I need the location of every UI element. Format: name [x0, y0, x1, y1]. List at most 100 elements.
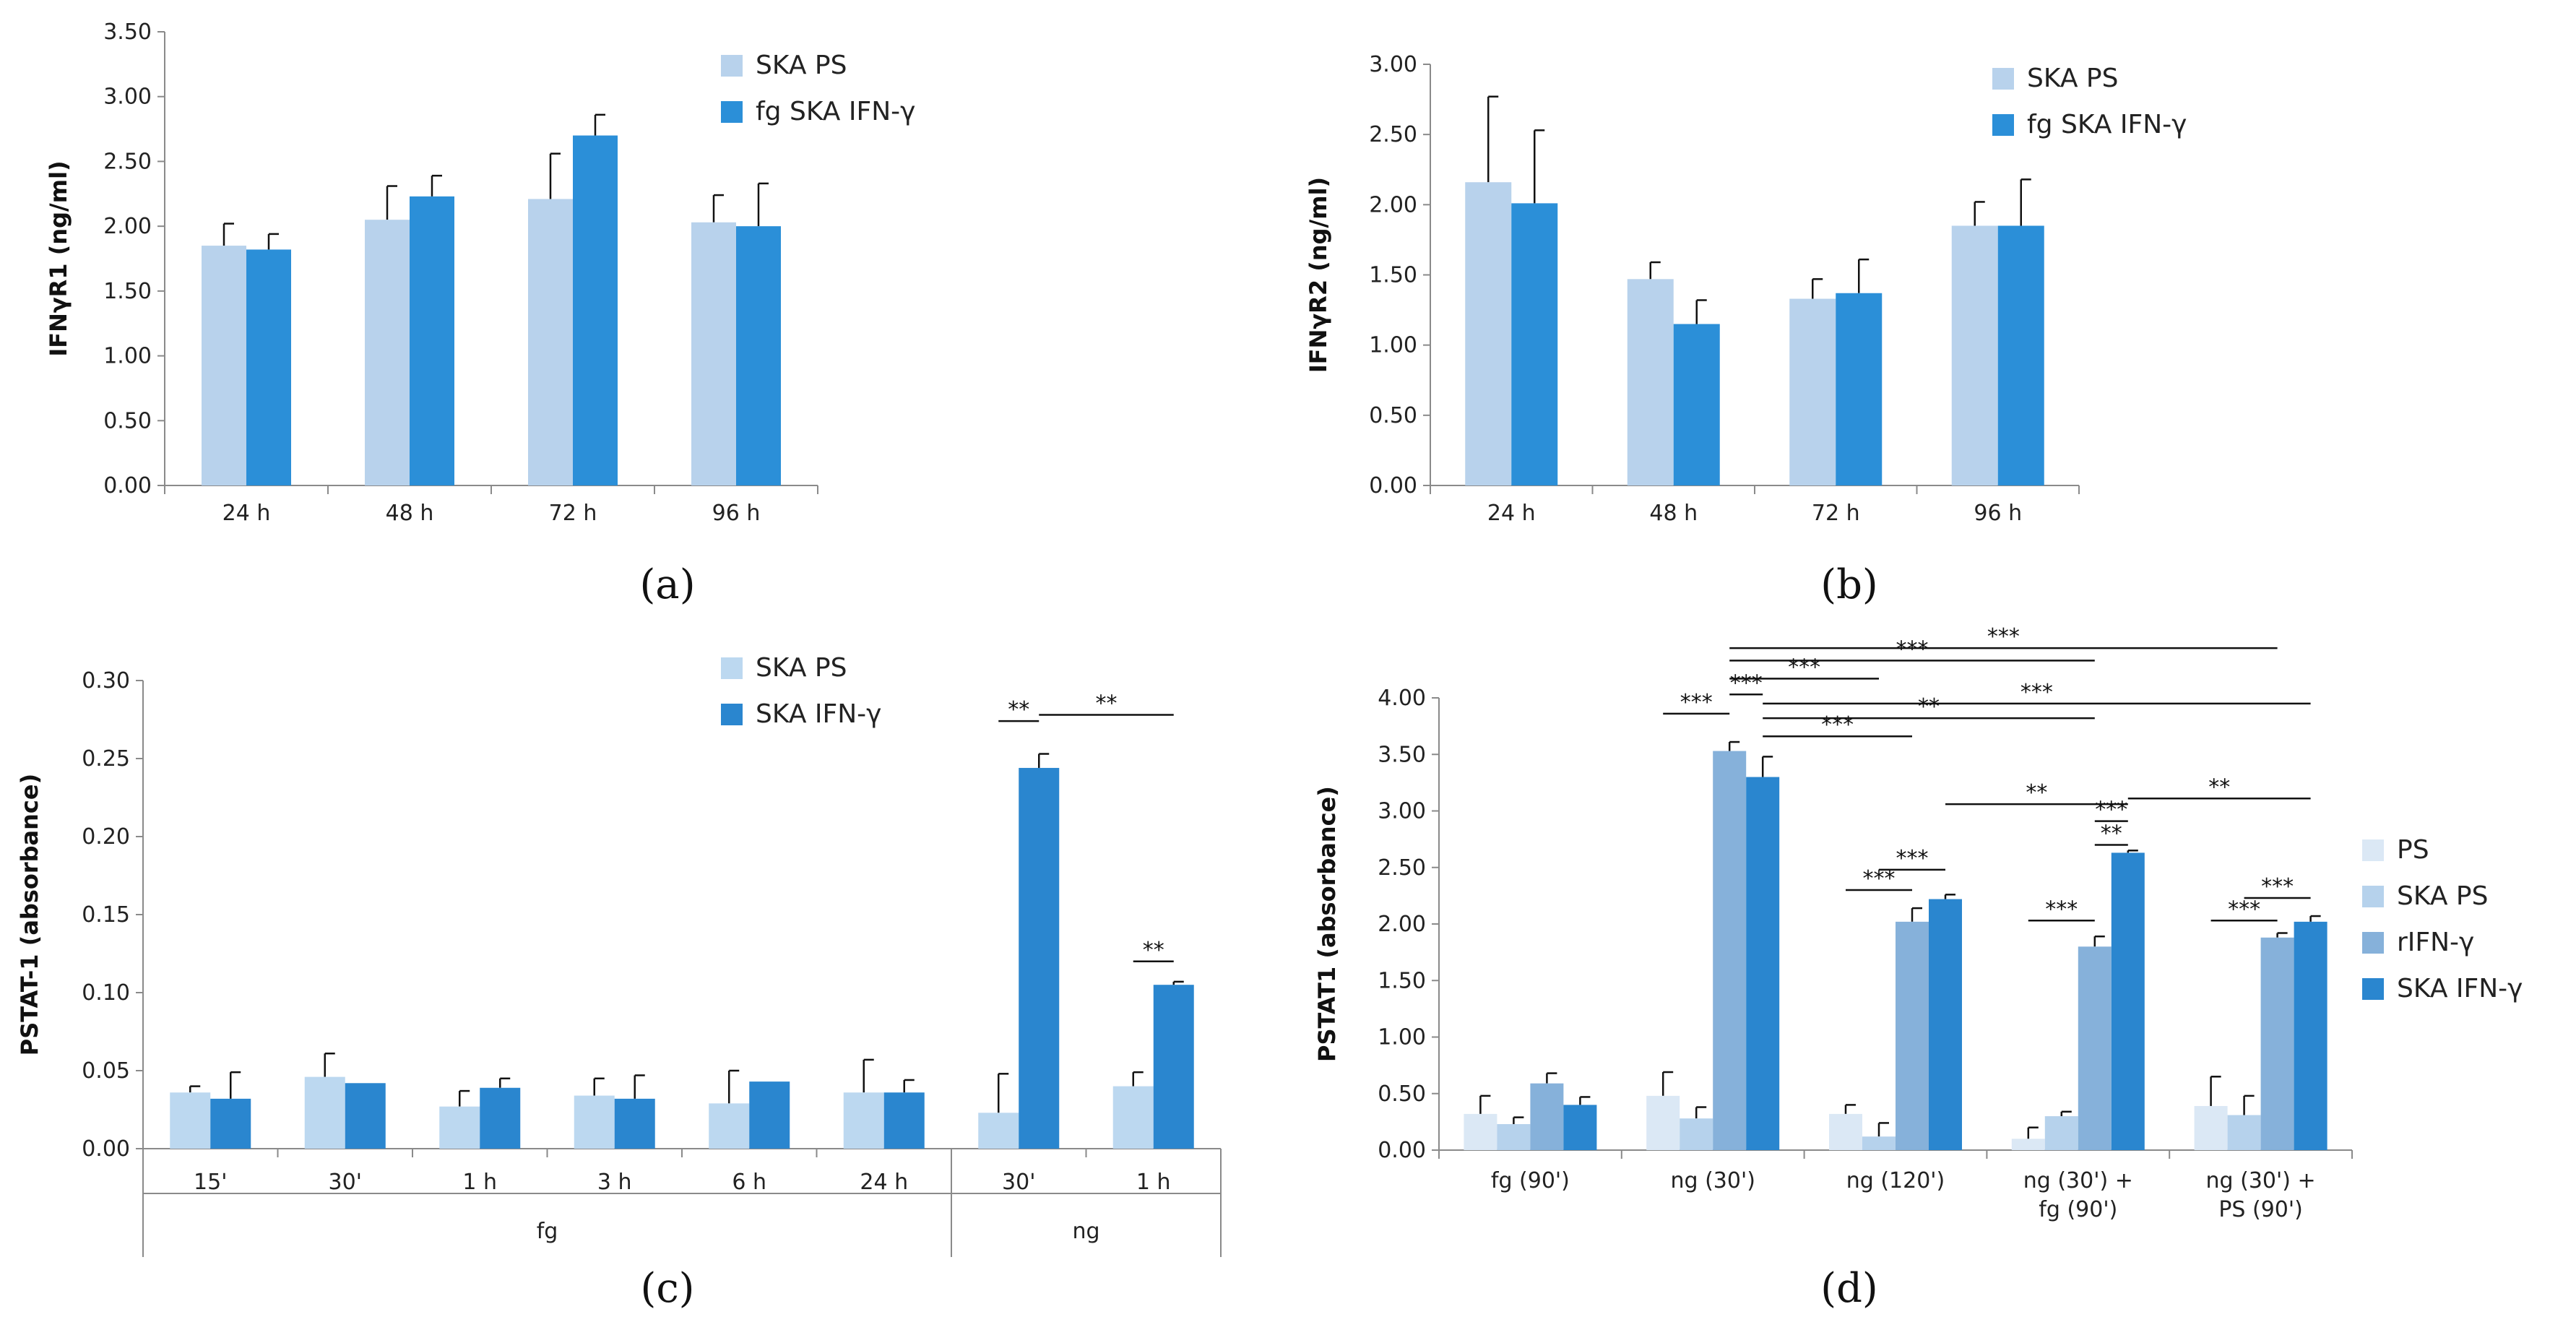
chart-panel-3: 0.00 0.05 0.10 0.15 0.20 0.25 0.30 15' 30' 1 h 3 h…	[16, 653, 1222, 1312]
legend-swatch	[2362, 886, 2384, 907]
panel-label: (b)	[1820, 561, 1878, 608]
significance-label: ***	[1987, 624, 2020, 649]
y-tick-label: 3.50	[1378, 742, 1426, 767]
y-tick-label: 2.50	[1369, 122, 1417, 147]
bar	[365, 220, 410, 485]
bar	[1497, 1124, 1531, 1150]
y-tick-label: 0.00	[1369, 473, 1417, 498]
bar	[1836, 293, 1883, 485]
legend-label: fg SKA IFN-γ	[2027, 110, 2187, 139]
chart-panel-2: 0.00 0.50 1.00 1.50 2.00 2.50 3.00 24 h 48 h 72 h…	[1305, 52, 2187, 608]
bar	[574, 1095, 615, 1149]
bar	[480, 1087, 521, 1149]
significance-label: ***	[1730, 670, 1763, 696]
bar	[1464, 1113, 1497, 1150]
x-tick-label: 72 h	[1812, 501, 1860, 526]
x-tick-label: fg (90')	[2039, 1197, 2117, 1222]
legend-swatch	[2362, 932, 2384, 954]
y-axis-title: PSTAT1 (absorbance)	[1313, 786, 1341, 1062]
bar	[883, 1092, 925, 1149]
y-tick-label: 4.00	[1378, 686, 1426, 711]
bar	[345, 1083, 386, 1149]
bar	[1112, 1086, 1154, 1149]
y-tick-label: 0.10	[82, 980, 130, 1006]
group-label: fg	[537, 1219, 558, 1244]
y-tick-label: 0.50	[1378, 1081, 1426, 1107]
chart-panel-1: 0.00 0.50 1.00 1.50 2.00 2.50 3.00 3.50 24 h 48 h…	[45, 20, 915, 608]
y-tick-label: 0.30	[82, 668, 130, 694]
x-tick-label: 48 h	[386, 501, 434, 526]
legend-swatch	[2362, 978, 2384, 1000]
bar	[749, 1081, 790, 1149]
significance-label: **	[1918, 694, 1940, 720]
x-tick-label: 30'	[329, 1170, 362, 1195]
bar	[1627, 279, 1674, 485]
legend-label: SKA PS	[2027, 64, 2118, 93]
x-tick-label: 6 h	[732, 1170, 766, 1195]
x-tick-label: ng (120')	[1846, 1168, 1945, 1193]
bar	[2227, 1115, 2261, 1150]
legend-label: rIFN-γ	[2397, 928, 2474, 957]
legend-swatch	[721, 657, 743, 679]
legend-swatch	[2362, 839, 2384, 861]
y-tick-label: 0.50	[1369, 403, 1417, 428]
y-tick-label: 3.00	[1369, 52, 1417, 77]
y-tick-label: 0.05	[82, 1058, 130, 1084]
y-axis-title: IFNγR1 (ng/ml)	[45, 160, 72, 356]
bar	[1713, 751, 1747, 1150]
y-tick-label: 2.50	[103, 149, 152, 174]
significance-label: ***	[2045, 897, 2078, 922]
legend-label: SKA PS	[756, 653, 847, 683]
legend-label: SKA IFN-γ	[2397, 974, 2523, 1003]
bar	[1746, 777, 1780, 1150]
significance-label: ***	[1896, 636, 1929, 662]
x-tick-label: fg (90')	[1491, 1168, 1570, 1193]
x-tick-label: 24 h	[222, 501, 271, 526]
y-axis-title: IFNγR2 (ng/ml)	[1305, 177, 1332, 373]
bar	[2260, 937, 2294, 1150]
y-tick-label: 0.00	[1378, 1138, 1426, 1163]
significance-label: ***	[2095, 798, 2127, 823]
significance-label: **	[1143, 938, 1164, 963]
bar	[709, 1103, 750, 1149]
y-tick-label: 0.20	[82, 824, 130, 850]
y-tick-label: 0.00	[103, 473, 152, 498]
bar	[1929, 899, 1962, 1150]
panel-label: (c)	[640, 1265, 694, 1312]
bar	[170, 1092, 211, 1149]
bar	[2111, 852, 2145, 1150]
bar	[1673, 324, 1720, 485]
y-tick-label: 2.50	[1378, 855, 1426, 881]
bar	[1019, 767, 1060, 1149]
significance-label: ***	[1821, 712, 1854, 738]
bar	[1530, 1083, 1564, 1150]
bar	[304, 1076, 345, 1149]
y-tick-label: 3.00	[103, 85, 152, 110]
legend-label: SKA IFN-γ	[756, 699, 881, 729]
legend-swatch	[721, 55, 743, 77]
bar	[614, 1098, 655, 1149]
x-tick-label: 96 h	[1974, 501, 2022, 526]
bar	[1465, 182, 1512, 486]
bar	[2294, 921, 2328, 1150]
y-tick-label: 0.25	[82, 746, 130, 772]
bar	[410, 196, 454, 485]
legend-swatch	[721, 704, 743, 725]
x-tick-label: ng (30')	[1670, 1168, 1755, 1193]
chart-panel-4: 0.00 0.50 1.00 1.50 2.00 2.50 3.00 3.50 4.00 fg (…	[1313, 624, 2523, 1312]
y-tick-label: 0.50	[103, 408, 152, 433]
bar	[1563, 1105, 1597, 1150]
significance-label: **	[2026, 780, 2047, 806]
significance-label: ***	[1896, 846, 1929, 871]
legend-label: PS	[2397, 835, 2429, 865]
x-tick-label: 48 h	[1649, 501, 1698, 526]
legend-label: SKA PS	[756, 51, 847, 80]
x-tick-label: ng (30') +	[2206, 1168, 2316, 1193]
bar	[1997, 225, 2044, 485]
x-tick-label: 30'	[1002, 1170, 1035, 1195]
legend-swatch	[1992, 68, 2014, 90]
bar	[202, 246, 246, 485]
bar	[439, 1106, 480, 1149]
bar	[2194, 1105, 2228, 1150]
